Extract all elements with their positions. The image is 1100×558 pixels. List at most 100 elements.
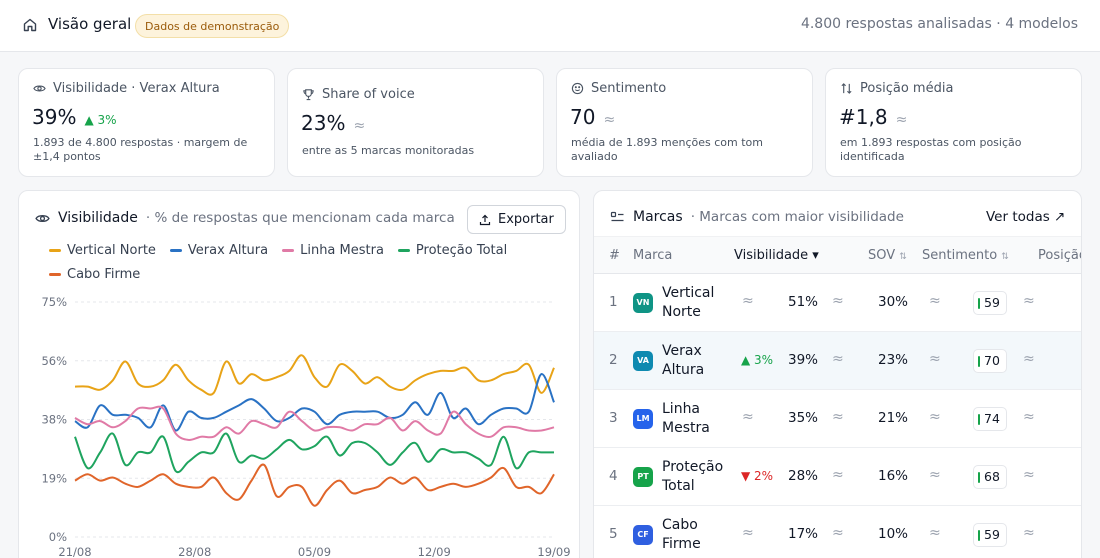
visibility-value: 39% <box>787 352 818 368</box>
kpi-label: Posição média <box>860 81 954 96</box>
sov-trend: ≈ <box>832 293 844 309</box>
sov-value: 21% <box>877 410 908 426</box>
smile-icon <box>571 82 584 95</box>
demo-data-badge: Dados de demonstração <box>135 14 290 38</box>
position-trend: ≈ <box>1023 293 1035 309</box>
sov-trend: ≈ <box>832 467 844 483</box>
y-tick-label: 0% <box>49 530 67 544</box>
row-rank: 2 <box>609 352 618 368</box>
legend-label: Vertical Norte <box>67 242 156 258</box>
y-tick-label: 75% <box>41 295 67 309</box>
visibility-value: 51% <box>787 294 818 310</box>
kpi-trend-flat: ≈ <box>353 118 366 134</box>
table-row[interactable]: 5 CF Cabo Firme ≈17% ≈10% ≈59 ≈2 <box>594 506 1081 558</box>
brand-name[interactable]: Cabo Firme <box>662 517 701 552</box>
brand-name[interactable]: Vertical Norte <box>662 285 715 320</box>
legend-item[interactable]: Cabo Firme <box>49 266 140 282</box>
brand-logo: VN <box>633 293 653 313</box>
legend-item[interactable]: Proteção Total <box>397 242 508 258</box>
visibility-chart-panel: Visibilidade · % de respostas que mencio… <box>18 190 580 558</box>
series-line[interactable] <box>74 405 555 441</box>
kpi-description: entre as 5 marcas monitoradas <box>302 144 475 157</box>
sentiment-score: 74 <box>973 407 1007 431</box>
brand-logo: PT <box>633 467 653 487</box>
table-row[interactable]: 3 LM Linha Mestra ≈35% ≈21% ≈74 ≈1 <box>594 390 1081 448</box>
sort-icon: ⇅ <box>899 252 907 262</box>
series-line[interactable] <box>74 432 554 474</box>
visibility-value: 17% <box>787 526 818 542</box>
eye-icon <box>33 85 46 92</box>
visibility-value: 28% <box>787 468 818 484</box>
kpi-trend-flat: ≈ <box>895 112 908 128</box>
table-row[interactable]: 4 PT Proteção Total ▼ 2% 28% ≈16% ≈68 ≈2 <box>594 448 1081 506</box>
column-sentiment[interactable]: Sentimento ⇅ <box>922 248 1009 263</box>
series-line[interactable] <box>74 354 555 396</box>
brands-panel: Marcas · Marcas com maior visibilidade V… <box>593 190 1082 558</box>
legend-item[interactable]: Linha Mestra <box>282 242 384 258</box>
y-tick-label: 19% <box>41 471 67 485</box>
see-all-link[interactable]: Ver todas ↗ <box>986 209 1066 225</box>
column-position[interactable]: Posição <box>1038 248 1082 263</box>
brand-name[interactable]: Linha Mestra <box>662 401 710 436</box>
sentiment-score: 59 <box>973 291 1007 315</box>
chart-legend: Vertical Norte Verax Altura Linha Mestra Pr… <box>49 242 569 282</box>
kpi-value: #1,8 <box>839 105 888 129</box>
trophy-icon <box>303 89 314 101</box>
position-trend: ≈ <box>1023 351 1035 367</box>
column-brand: Marca <box>633 248 673 263</box>
upload-icon <box>479 214 491 225</box>
sov-value: 23% <box>877 352 908 368</box>
kpi-description: média de 1.893 menções com tom avaliado <box>571 136 763 163</box>
brand-logo: LM <box>633 409 653 429</box>
table-row[interactable]: 1 VN Vertical Norte ≈51% ≈30% ≈59 ≈1 <box>594 274 1081 332</box>
row-rank: 1 <box>609 294 618 310</box>
column-rank: # <box>609 248 620 263</box>
legend-swatch <box>49 272 61 276</box>
panel-subtitle: · % de respostas que mencionam cada marc… <box>145 210 455 226</box>
column-visibility[interactable]: Visibilidade ▾ <box>734 248 819 263</box>
home-icon[interactable] <box>22 17 38 33</box>
visibility-trend: ▲ 3% <box>741 353 774 367</box>
sentiment-trend: ≈ <box>929 409 941 425</box>
brand-name[interactable]: Proteção Total <box>662 459 724 494</box>
brand-name[interactable]: Verax Altura <box>662 343 705 378</box>
sov-value: 16% <box>877 468 908 484</box>
table-row[interactable]: 2 VA Verax Altura ▲ 3% 39% ≈23% ≈70 ≈1 <box>594 332 1081 390</box>
export-button[interactable]: Exportar <box>467 205 566 234</box>
row-rank: 5 <box>609 526 618 542</box>
visibility-value: 35% <box>787 410 818 426</box>
kpi-trend-flat: ≈ <box>603 112 616 128</box>
legend-label: Proteção Total <box>415 242 508 258</box>
kpi-label: Sentimento <box>591 81 667 96</box>
sentiment-trend: ≈ <box>929 351 941 367</box>
kpi-value: 39% <box>32 105 77 129</box>
responses-summary: 4.800 respostas analisadas · 4 modelos <box>800 16 1078 32</box>
legend-item[interactable]: Vertical Norte <box>49 242 156 258</box>
sentiment-score: 59 <box>973 523 1007 547</box>
column-sov[interactable]: SOV ⇅ <box>868 248 907 263</box>
eye-icon <box>35 214 50 222</box>
list-icon <box>610 211 624 221</box>
legend-label: Verax Altura <box>187 242 269 258</box>
sentiment-trend: ≈ <box>929 467 941 483</box>
legend-label: Linha Mestra <box>300 242 384 258</box>
visibility-trend: ▼ 2% <box>741 469 774 483</box>
x-tick-label: 05/09 <box>298 545 331 558</box>
position-trend: ≈ <box>1023 525 1035 541</box>
sort-icon: ⇅ <box>1001 252 1009 262</box>
sov-value: 30% <box>877 294 908 310</box>
series-line[interactable] <box>74 463 555 507</box>
panel-title: Marcas <box>633 209 683 225</box>
kpi-description: em 1.893 respostas com posição identific… <box>840 136 1022 163</box>
y-tick-label: 56% <box>41 354 67 368</box>
series-line[interactable] <box>74 373 555 432</box>
kpi-value: 70 <box>570 105 596 129</box>
legend-item[interactable]: Verax Altura <box>169 242 269 258</box>
x-tick-label: 21/08 <box>58 545 91 558</box>
kpi-description: 1.893 de 4.800 respostas · margem de ±1,… <box>33 136 248 163</box>
table-header: # Marca Visibilidade ▾ SOV ⇅ Sentimento … <box>594 236 1081 274</box>
visibility-line-chart: 75% 56% 38% 19% 0%21/08 28/08 05/09 12/09 19/09 <box>41 295 570 558</box>
sentiment-trend: ≈ <box>929 525 941 541</box>
legend-swatch <box>282 248 295 252</box>
legend-swatch <box>49 248 61 252</box>
